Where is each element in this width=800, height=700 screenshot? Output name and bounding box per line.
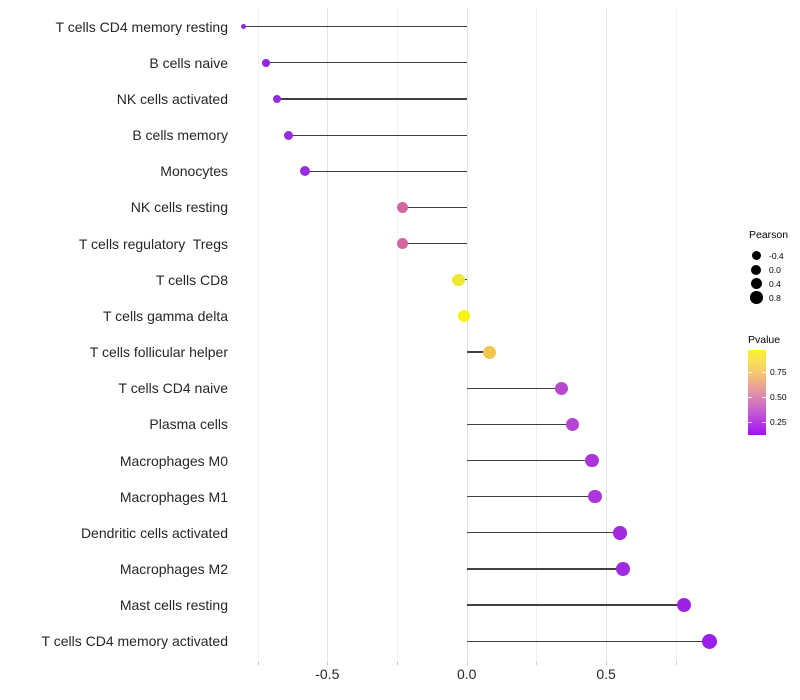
- lollipop-dot: [615, 561, 630, 576]
- lollipop-dot: [482, 345, 496, 359]
- legend-size-label: -0.4: [769, 250, 784, 261]
- lollipop-dot: [241, 24, 247, 30]
- lollipop-stem: [288, 134, 467, 136]
- gridline: [675, 8, 677, 662]
- lollipop-dot: [676, 597, 692, 613]
- pvalue-colorbar-tick: [748, 396, 752, 398]
- category-label: Monocytes: [160, 163, 228, 180]
- category-label: T cells CD4 memory activated: [41, 633, 228, 650]
- legend-size-dot: [751, 264, 762, 275]
- category-label: NK cells activated: [116, 91, 228, 107]
- axis-tick: [536, 662, 538, 665]
- lollipop-stem: [466, 387, 562, 389]
- lollipop-stem: [466, 496, 595, 498]
- legend-size-label: 0.8: [769, 292, 781, 303]
- gridline: [327, 8, 329, 662]
- lollipop-stem: [402, 242, 467, 245]
- lollipop-stem: [277, 98, 467, 100]
- legend-pearson-title: Pearson: [749, 229, 789, 241]
- x-tick-label: -0.5: [315, 666, 340, 682]
- lollipop-dot: [565, 417, 580, 432]
- lollipop-stem: [466, 532, 621, 534]
- category-label: T cells CD4 naive: [118, 380, 228, 397]
- category-label: B cells naive: [149, 54, 228, 71]
- category-label: Mast cells resting: [119, 597, 228, 614]
- category-label: T cells gamma delta: [102, 307, 228, 324]
- category-label: B cells memory: [132, 127, 228, 144]
- category-label: Dendritic cells activated: [80, 524, 228, 541]
- lollipop-dot: [588, 489, 602, 504]
- pvalue-tick-label: 0.50: [770, 391, 787, 402]
- axis-tick: [397, 662, 398, 665]
- axis-tick: [606, 662, 608, 665]
- gridline: [466, 8, 468, 662]
- legend-size-dot: [750, 277, 763, 290]
- pvalue-colorbar-tick: [748, 421, 752, 423]
- category-label: T cells CD4 memory resting: [55, 18, 228, 35]
- lollipop-dot: [283, 130, 293, 140]
- plot-panel: [237, 8, 741, 662]
- axis-tick: [675, 662, 677, 665]
- pvalue-colorbar-tick: [762, 396, 766, 398]
- lollipop-dot: [262, 59, 270, 67]
- gridline: [397, 8, 398, 662]
- lollipop-dot: [585, 453, 599, 468]
- category-label: T cells CD8: [155, 271, 228, 288]
- lollipop-stem: [243, 26, 467, 28]
- lollipop-dot: [272, 94, 282, 104]
- legend-size-dot: [751, 251, 761, 261]
- pvalue-tick-label: 0.25: [770, 416, 787, 427]
- legend-size-label: 0.0: [769, 264, 781, 275]
- lollipop-dot: [397, 201, 409, 213]
- lollipop-stem: [265, 62, 467, 64]
- axis-tick: [257, 662, 259, 665]
- pvalue-colorbar-tick: [762, 421, 766, 423]
- lollipop-stem: [466, 568, 623, 570]
- pvalue-colorbar-tick: [762, 371, 766, 373]
- pvalue-colorbar: [748, 350, 766, 435]
- category-label: Macrophages M2: [119, 560, 228, 577]
- lollipop-stem: [304, 170, 467, 172]
- legend-size-dot: [750, 291, 763, 304]
- lollipop-dot: [397, 238, 409, 250]
- legend-pvalue-title: Pvalue: [748, 334, 781, 346]
- lollipop-stem: [466, 459, 593, 462]
- category-label: Macrophages M1: [119, 488, 228, 505]
- category-label: T cells regulatory Tregs: [78, 235, 228, 252]
- lollipop-stem: [466, 604, 685, 606]
- lollipop-dot: [701, 633, 717, 649]
- lollipop-dot: [452, 273, 465, 286]
- lollipop-dot: [457, 309, 470, 322]
- axis-tick: [466, 662, 468, 665]
- category-label: NK cells resting: [130, 199, 228, 216]
- category-label: Plasma cells: [149, 416, 228, 433]
- gridline: [257, 8, 259, 662]
- lollipop-stem: [402, 206, 467, 209]
- lollipop-dot: [299, 166, 310, 177]
- axis-tick: [327, 662, 329, 665]
- pvalue-colorbar-tick: [748, 371, 752, 373]
- lollipop-stem: [466, 640, 710, 642]
- x-tick-label: 0.5: [596, 666, 616, 682]
- category-label: Macrophages M0: [119, 452, 228, 469]
- category-label: T cells follicular helper: [89, 344, 228, 361]
- lollipop-dot: [613, 526, 627, 540]
- gridline: [536, 8, 538, 662]
- pvalue-tick-label: 0.75: [770, 366, 787, 377]
- x-tick-label: 0.0: [456, 666, 477, 682]
- legend-size-label: 0.4: [769, 278, 781, 289]
- lollipop-stem: [466, 351, 489, 353]
- lollipop-stem: [466, 423, 573, 425]
- lollipop-dot: [554, 381, 568, 395]
- gridline: [606, 8, 608, 662]
